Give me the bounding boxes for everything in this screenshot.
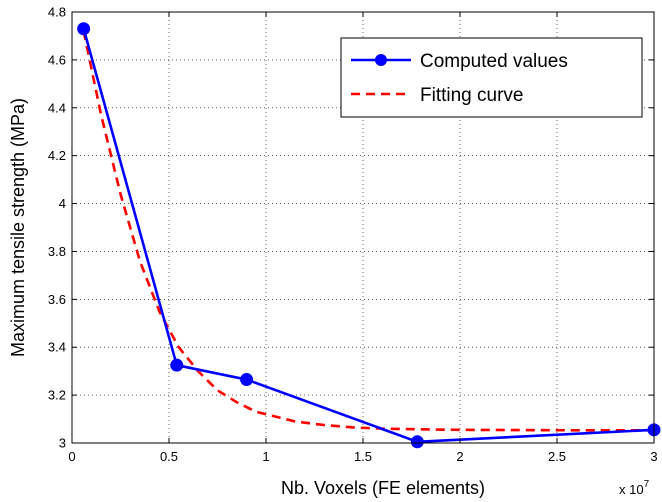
series-line-fitting-curve <box>82 30 654 432</box>
x-tick-label: 2 <box>456 449 463 464</box>
y-tick-label: 3.8 <box>48 244 66 259</box>
x-tick-label: 0 <box>68 449 75 464</box>
x-tick-label: 2.5 <box>548 449 566 464</box>
grid <box>72 12 654 443</box>
data-point-computed-values <box>170 358 184 372</box>
y-axis-label: Maximum tensile strength (MPa) <box>8 98 28 357</box>
legend-label-computed-values: Computed values <box>420 51 568 72</box>
data-point-computed-values <box>410 435 424 449</box>
x-axis-multiplier-exponent: 7 <box>644 479 650 490</box>
legend-label-fitting-curve: Fitting curve <box>420 85 523 106</box>
x-tick-label: 1.5 <box>354 449 372 464</box>
legend: Computed values Fitting curve <box>340 37 643 118</box>
y-tick-label: 4 <box>59 196 66 211</box>
x-axis-multiplier-base: x 10 <box>619 482 644 497</box>
y-tick-label: 3.6 <box>48 292 66 307</box>
y-tick-label: 3.4 <box>48 340 66 355</box>
y-tick-label: 4.2 <box>48 148 66 163</box>
legend-marker-computed-values <box>375 54 387 66</box>
x-tick-label: 0.5 <box>160 449 178 464</box>
x-tick-label: 1 <box>262 449 269 464</box>
y-tick-label: 4.4 <box>48 100 66 115</box>
x-axis-label: Nb. Voxels (FE elements) <box>281 478 485 498</box>
y-tick-label: 3 <box>59 436 66 451</box>
legend-box <box>340 37 643 118</box>
data-point-computed-values <box>240 373 254 387</box>
y-tick-label: 4.8 <box>48 5 66 20</box>
series-layer <box>77 22 661 449</box>
y-tick-label: 4.6 <box>48 52 66 67</box>
data-point-computed-values <box>77 22 91 36</box>
x-axis-multiplier: x 107 <box>619 479 650 497</box>
y-tick-label: 3.2 <box>48 388 66 403</box>
x-tick-label: 3 <box>650 449 657 464</box>
ticks: 0 0.5 1 1.5 2 2.5 3 3 3.2 3.4 3.6 3.8 4 4.2 4.4 4.6 4.8 <box>48 5 658 465</box>
